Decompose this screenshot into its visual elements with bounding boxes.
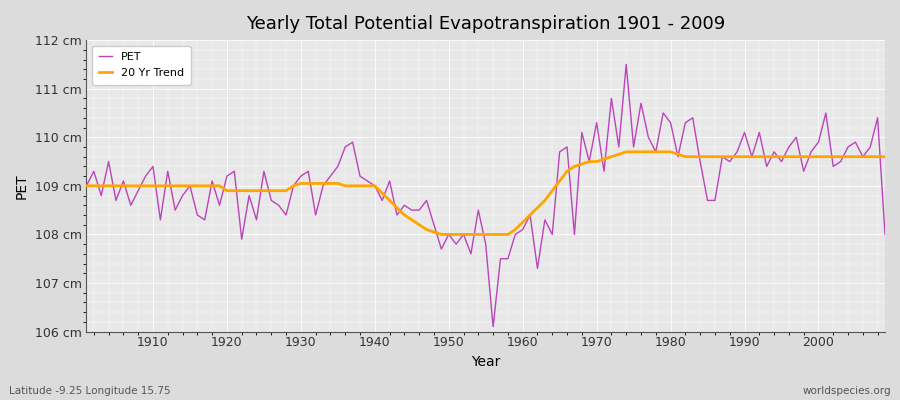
- 20 Yr Trend: [81, 184, 92, 188]
- PET: [518, 227, 528, 232]
- PET: [140, 174, 151, 178]
- 20 Yr Trend: [525, 212, 535, 217]
- PET: [621, 62, 632, 67]
- 20 Yr Trend: [140, 184, 151, 188]
- Line: 20 Yr Trend: 20 Yr Trend: [86, 152, 885, 234]
- PET: [81, 184, 92, 188]
- Text: worldspecies.org: worldspecies.org: [803, 386, 891, 396]
- Y-axis label: PET: PET: [15, 173, 29, 199]
- 20 Yr Trend: [518, 220, 528, 225]
- Legend: PET, 20 Yr Trend: PET, 20 Yr Trend: [92, 46, 191, 85]
- Line: PET: PET: [86, 64, 885, 327]
- 20 Yr Trend: [614, 152, 625, 157]
- PET: [302, 169, 313, 174]
- PET: [488, 324, 499, 329]
- Text: Latitude -9.25 Longitude 15.75: Latitude -9.25 Longitude 15.75: [9, 386, 171, 396]
- 20 Yr Trend: [436, 232, 446, 237]
- 20 Yr Trend: [302, 181, 313, 186]
- 20 Yr Trend: [879, 154, 890, 159]
- PET: [347, 140, 358, 144]
- X-axis label: Year: Year: [471, 355, 500, 369]
- 20 Yr Trend: [621, 150, 632, 154]
- PET: [525, 212, 535, 217]
- 20 Yr Trend: [347, 184, 358, 188]
- Title: Yearly Total Potential Evapotranspiration 1901 - 2009: Yearly Total Potential Evapotranspiratio…: [246, 15, 725, 33]
- PET: [614, 144, 625, 149]
- PET: [879, 232, 890, 237]
